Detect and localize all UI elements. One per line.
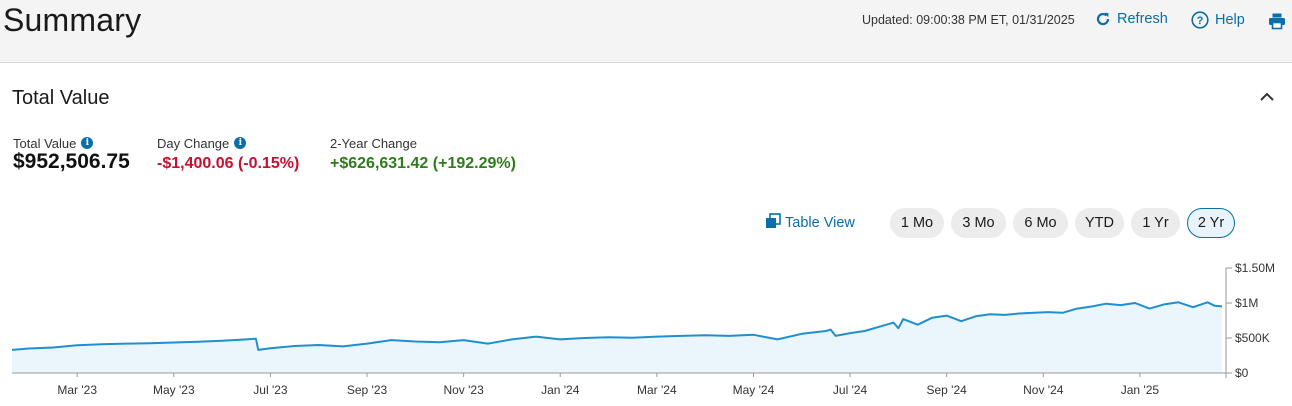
print-button[interactable] bbox=[1268, 12, 1286, 30]
printer-icon bbox=[1268, 12, 1286, 30]
help-label: Help bbox=[1215, 12, 1245, 28]
updated-timestamp: Updated: 09:00:38 PM ET, 01/31/2025 bbox=[862, 13, 1075, 27]
metric-two-year-change: 2-Year Change +$626,631.42 (+192.29%) bbox=[330, 135, 516, 173]
day-change-value: -$1,400.06 (-0.15%) bbox=[157, 155, 300, 172]
chevron-up-icon bbox=[1259, 90, 1275, 107]
range-6mo-button[interactable]: 6 Mo bbox=[1013, 208, 1068, 238]
two-year-change-label: 2-Year Change bbox=[330, 135, 417, 151]
two-year-change-value: +$626,631.42 (+192.29%) bbox=[330, 155, 516, 172]
section-title: Total Value bbox=[12, 87, 110, 109]
metric-day-change: Day Change i -$1,400.06 (-0.15%) bbox=[157, 135, 299, 173]
info-icon[interactable]: i bbox=[81, 137, 94, 149]
x-tick-label: Nov '24 bbox=[1023, 383, 1064, 397]
range-3mo-button[interactable]: 3 Mo bbox=[951, 208, 1006, 238]
refresh-icon bbox=[1095, 11, 1111, 27]
x-tick-label: Nov '23 bbox=[443, 383, 484, 397]
table-view-button[interactable]: Table View bbox=[765, 213, 855, 233]
x-tick-label: Sep '23 bbox=[347, 383, 388, 397]
x-tick-label: Mar '23 bbox=[57, 383, 97, 397]
y-tick-label: $1M bbox=[1235, 296, 1258, 310]
range-2yr-button[interactable]: 2 Yr bbox=[1187, 208, 1235, 238]
collapse-button[interactable] bbox=[1259, 90, 1275, 108]
summary-header: Summary Updated: 09:00:38 PM ET, 01/31/2… bbox=[0, 0, 1292, 63]
total-value-panel: Total Value Total Value i $952,506.75 Da… bbox=[0, 63, 1292, 406]
x-tick-label: Sep '24 bbox=[927, 383, 968, 397]
range-ytd-button[interactable]: YTD bbox=[1075, 208, 1124, 238]
table-view-icon bbox=[765, 213, 781, 233]
info-icon[interactable]: i bbox=[234, 137, 247, 149]
svg-text:?: ? bbox=[1197, 15, 1204, 27]
refresh-button[interactable]: Refresh bbox=[1095, 11, 1168, 27]
help-button[interactable]: ? Help bbox=[1191, 11, 1245, 29]
y-tick-label: $0 bbox=[1235, 366, 1249, 380]
x-tick-label: Jul '23 bbox=[253, 383, 288, 397]
metric-total-value: Total Value i $952,506.75 bbox=[13, 135, 130, 174]
x-tick-label: Jul '24 bbox=[833, 383, 868, 397]
page-title: Summary bbox=[3, 2, 142, 38]
x-tick-label: May '24 bbox=[733, 383, 775, 397]
help-icon: ? bbox=[1191, 11, 1209, 29]
range-1yr-button[interactable]: 1 Yr bbox=[1131, 208, 1180, 238]
x-tick-label: Jan '25 bbox=[1121, 383, 1160, 397]
total-value-label: Total Value bbox=[13, 135, 77, 151]
x-tick-label: Jan '24 bbox=[541, 383, 580, 397]
value-series-line bbox=[11, 301, 1223, 351]
refresh-label: Refresh bbox=[1117, 11, 1168, 27]
y-tick-label: $500K bbox=[1235, 331, 1270, 345]
day-change-label: Day Change bbox=[157, 135, 230, 151]
range-1mo-button[interactable]: 1 Mo bbox=[890, 208, 944, 238]
table-view-label: Table View bbox=[785, 215, 855, 231]
total-value-amount: $952,506.75 bbox=[13, 150, 130, 173]
y-tick-label: $1.50M bbox=[1235, 261, 1275, 275]
portfolio-value-chart: $1.50M $1M $500K $0 Mar '23 May '23 Jul '23 Se… bbox=[11, 261, 1275, 397]
x-tick-label: Mar '24 bbox=[637, 383, 677, 397]
x-tick-label: May '23 bbox=[153, 383, 195, 397]
